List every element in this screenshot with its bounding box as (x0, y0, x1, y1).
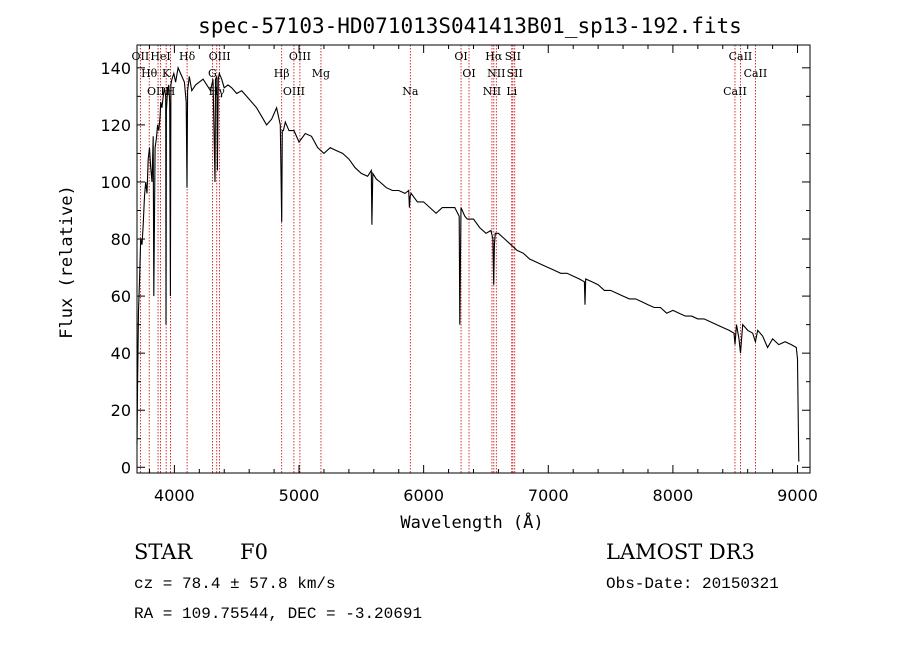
y-tick-label: 120 (100, 116, 131, 135)
survey-name: LAMOST DR3 (606, 540, 755, 564)
y-tick-label: 0 (121, 458, 131, 477)
y-tick-label: 40 (111, 344, 131, 363)
plot-frame (136, 44, 811, 474)
line-label-oiii: OIII (209, 50, 231, 63)
y-tick-label: 100 (100, 173, 131, 192)
line-label-sii: SII (507, 67, 523, 80)
y-tick-label: 140 (100, 59, 131, 78)
line-label-mg: Mg (312, 67, 330, 80)
line-label-caii: CaII (744, 67, 768, 80)
line-label-sii: SII (505, 50, 521, 63)
redshift-value: cz = 78.4 ± 57.8 km/s (134, 575, 336, 593)
line-label-hβ: Hβ (274, 67, 290, 80)
line-label-hα: Hα (485, 50, 503, 63)
observation-date: Obs-Date: 20150321 (606, 575, 779, 593)
y-tick-label: 20 (111, 401, 131, 420)
spectral-line-labels: OIIHθOIIIHeIKHHδGHγOIIIHβOIIIOIIIMgNaOIO… (132, 50, 768, 98)
line-label-nii: NII (483, 85, 501, 98)
line-label-oi: OI (462, 67, 475, 80)
x-tick-label: 8000 (653, 486, 694, 505)
line-label-nii: NII (487, 67, 505, 80)
object-type: STAR (134, 540, 193, 564)
line-label-oiii: OIII (283, 85, 305, 98)
line-label-na: Na (402, 85, 419, 98)
line-label-k: K (162, 67, 171, 80)
x-axis-label: Wavelength (Å) (400, 511, 543, 533)
chart-title: spec-57103-HD071013S041413B01_sp13-192.f… (198, 14, 742, 38)
coordinates: RA = 109.75544, DEC = -3.20691 (134, 605, 423, 623)
line-label-oii: OII (132, 50, 150, 63)
subclass: F0 (240, 540, 268, 564)
x-tick-label: 4000 (154, 486, 195, 505)
line-label-hei: HeI (150, 50, 170, 63)
line-label-hδ: Hδ (179, 50, 196, 63)
x-tick-label: 7000 (528, 486, 569, 505)
x-axis: 4000 5000 6000 7000 8000 9000 (148, 45, 818, 505)
spectrum-line (136, 65, 800, 462)
line-label-caii: CaII (729, 50, 753, 63)
line-label-g: G (208, 67, 217, 80)
spectral-line-markers (139, 45, 756, 473)
y-tick-label: 60 (111, 287, 131, 306)
line-label-caii: CaII (723, 85, 747, 98)
line-label-oiii: OIII (289, 50, 311, 63)
x-tick-label: 9000 (777, 486, 818, 505)
line-label-oi: OI (454, 50, 467, 63)
y-axis: 0 20 40 60 80 100 120 140 (100, 59, 810, 477)
line-label-hθ: Hθ (141, 67, 158, 80)
x-tick-label: 6000 (403, 486, 444, 505)
line-label-li: Li (506, 85, 517, 98)
x-tick-label: 5000 (279, 486, 320, 505)
y-axis-label: Flux (relative) (57, 185, 77, 339)
y-tick-label: 80 (111, 230, 131, 249)
